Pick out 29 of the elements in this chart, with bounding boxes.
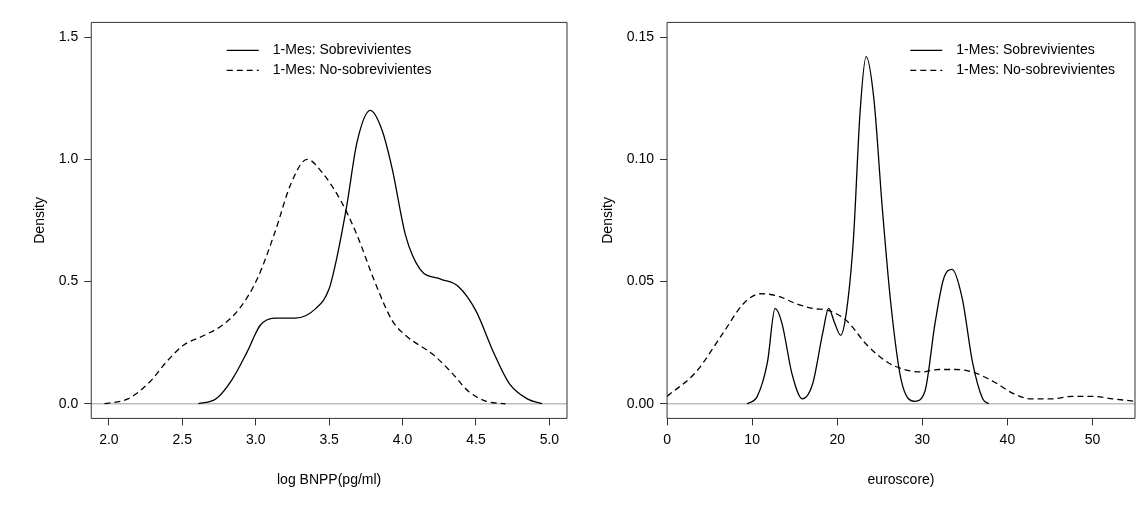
y-tick-label: 0.10: [626, 150, 655, 167]
legend-label: 1-Mes: No-sobrevivientes: [272, 61, 432, 78]
y-tick-label: 1.0: [58, 150, 79, 167]
x-tick-label: 20: [829, 430, 846, 447]
x-tick-label: 50: [1084, 430, 1101, 447]
x-tick-label: 5.0: [539, 430, 560, 447]
x-tick-label: 0: [663, 430, 672, 447]
x-tick-label: 3.5: [319, 430, 340, 447]
x-tick-label: 40: [999, 430, 1016, 447]
legend-label: 1-Mes: Sobrevivientes: [272, 41, 412, 58]
legend-label: 1-Mes: Sobrevivientes: [956, 41, 1095, 58]
y-axis-title: Density: [599, 197, 616, 244]
x-tick-label: 4.5: [466, 430, 486, 447]
y-tick-label: 1.5: [58, 27, 79, 44]
legend-label: 1-Mes: No-sobrevivientes: [956, 61, 1116, 78]
y-axis-title: Density: [31, 197, 48, 244]
x-tick-label: 10: [744, 430, 761, 447]
y-tick-label: 0.05: [626, 272, 655, 289]
x-tick-label: 2.0: [99, 430, 119, 447]
y-tick-label: 0.5: [58, 272, 79, 289]
x-axis-title: log BNPP(pg/ml): [277, 471, 382, 488]
x-tick-label: 4.0: [392, 430, 413, 447]
y-tick-label: 0.00: [626, 394, 655, 411]
y-tick-label: 0.0: [58, 394, 79, 411]
x-axis-title: euroscore): [867, 471, 935, 488]
x-tick-label: 3.0: [245, 430, 266, 447]
y-tick-label: 0.15: [626, 27, 655, 44]
x-tick-label: 30: [914, 430, 931, 447]
x-tick-label: 2.5: [172, 430, 193, 447]
